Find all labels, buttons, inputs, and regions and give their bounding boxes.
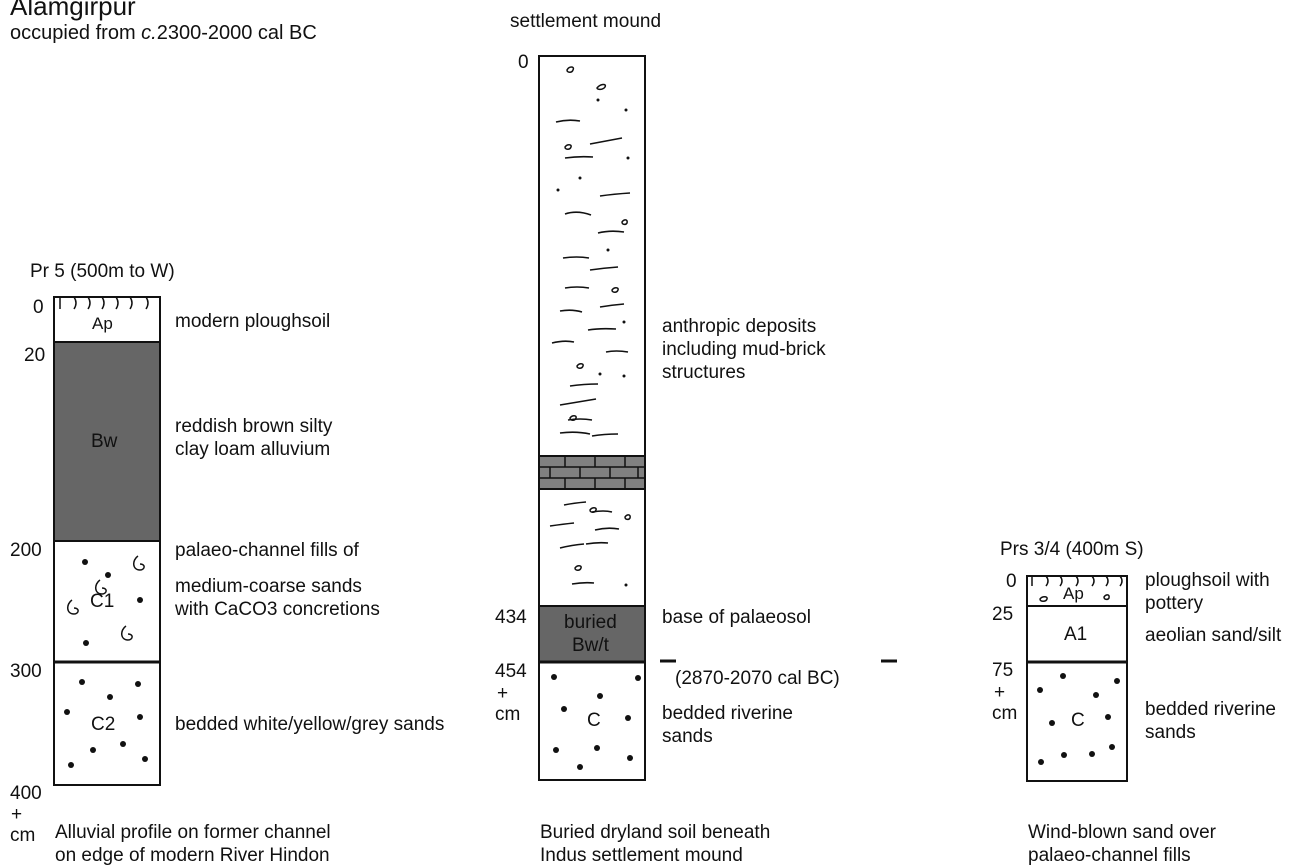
prs34-depth-75: 75 [992, 660, 1014, 681]
mound-depth-plus: + [497, 683, 509, 704]
pr5-horizon-c1: C1 [90, 591, 115, 612]
prs34-heading: Prs 3/4 (400m S) [1000, 539, 1144, 560]
occupation-range: 2300-2000 cal BC [156, 22, 317, 44]
pr5-depth-300: 300 [10, 661, 42, 682]
mound-desc-palaeosol: base of palaeosol [662, 607, 811, 628]
prs34-depth-0: 0 [1006, 571, 1017, 592]
pr5-horizon-c2: C2 [91, 714, 116, 735]
prs34-horizon-a1: A1 [1064, 624, 1088, 645]
mound-horizon-bwt: buried Bw/t [564, 612, 617, 656]
prs34-desc-ploughsoil: ploughsoil with pottery [1145, 570, 1270, 614]
mound-bwt-fill [539, 606, 645, 662]
mound-depth-434: 434 [495, 607, 527, 628]
prs34-caption: Wind-blown sand over palaeo-channel fill… [1028, 822, 1216, 866]
mound-horizon-c: C [587, 710, 601, 731]
prs34-column-outline [1026, 575, 1128, 782]
pr5-desc-ploughsoil: modern ploughsoil [175, 311, 331, 332]
mound-desc-sands: bedded riverine sands [662, 703, 793, 747]
pr5-concretion-icon [67, 555, 145, 641]
prs34-pottery-icon [1039, 594, 1110, 602]
prs34-horizon-c: C [1071, 710, 1085, 731]
pr5-depth-200: 200 [10, 540, 42, 561]
pr5-depth-0: 0 [33, 297, 44, 318]
pottery-fragment-icon [564, 66, 631, 571]
pr5-desc-channel: palaeo-channel fills of [175, 540, 359, 561]
pr5-depth-400: 400 [10, 783, 42, 804]
mound-desc-date: (2870-2070 cal BC) [675, 668, 840, 689]
pr5-desc-c2: bedded white/yellow/grey sands [175, 714, 445, 735]
pr5-desc-bw: reddish brown silty clay loam alluvium [175, 416, 333, 460]
pr5-sand-dots [64, 559, 148, 768]
occupation-note: occupied from c.2300-2000 cal BC [10, 22, 317, 45]
pr5-depth-20: 20 [24, 345, 46, 366]
pr5-caption: Alluvial profile on former channel on ed… [55, 822, 331, 866]
pr5-desc-sands: medium-coarse sands with CaCO3 concretio… [175, 576, 380, 620]
mound-depth-0: 0 [518, 52, 529, 73]
prs34-root-marks-icon [1031, 575, 1123, 587]
mound-caption: Buried dryland soil beneath Indus settle… [540, 822, 771, 866]
pr5-depth-unit: cm [10, 825, 36, 846]
prs34-depth-25: 25 [992, 604, 1014, 625]
site-title: Alamgirpur [10, 0, 136, 21]
mound-brick-fill [539, 456, 645, 489]
occupation-prefix: occupied from [10, 22, 142, 44]
pr5-horizon-bw: Bw [91, 431, 118, 452]
mound-sand-dots [551, 98, 641, 770]
pr5-horizon-ap: Ap [92, 314, 113, 333]
prs34-desc-sands: bedded riverine sands [1145, 699, 1276, 743]
pr5-bw-fill [54, 342, 160, 541]
mud-brick-icon [539, 456, 645, 489]
prs34-sand-dots [1037, 673, 1120, 765]
prs34-depth-plus: + [994, 682, 1006, 703]
mound-desc-anthropic: anthropic deposits including mud-brick s… [662, 316, 826, 383]
prs34-column [1026, 575, 1128, 782]
mound-depth-unit: cm [495, 704, 521, 725]
prs34-desc-aeolian: aeolian sand/silt [1145, 625, 1282, 646]
mound-column-outline [538, 55, 646, 781]
pr5-column [53, 296, 161, 786]
mound-heading: settlement mound [510, 11, 662, 32]
pr5-depth-plus: + [11, 804, 23, 825]
prs34-depth-unit: cm [992, 703, 1018, 724]
mound-column [538, 55, 646, 781]
occupation-circa: c. [141, 22, 157, 44]
pr5-heading: Pr 5 (500m to W) [30, 261, 175, 282]
prs34-horizon-ap: Ap [1063, 584, 1084, 603]
mound-depth-454: 454 [495, 661, 527, 682]
pr5-root-marks-icon [59, 296, 149, 310]
anthropic-deposit-marks [549, 119, 631, 585]
